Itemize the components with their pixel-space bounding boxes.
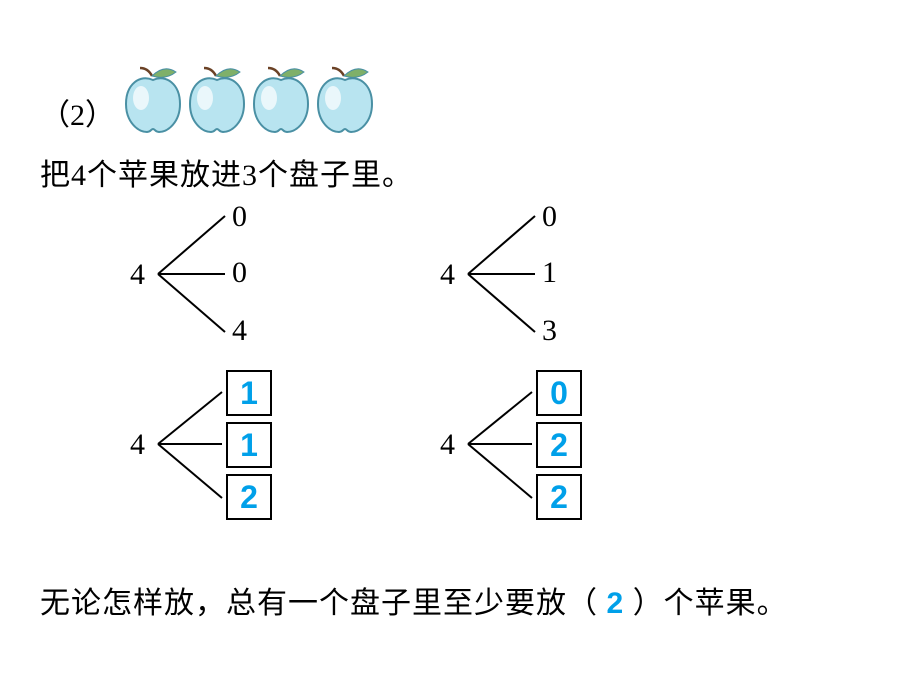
- apple: [250, 62, 312, 139]
- problem-number: （2）: [40, 90, 115, 134]
- branch-value: 4: [232, 314, 247, 348]
- conclusion-prefix: 无论怎样放，总有一个盘子里至少要放（: [40, 587, 598, 620]
- branch-lines: [440, 198, 640, 368]
- branch-value-box: 1: [226, 370, 272, 416]
- branch-value: 0: [542, 200, 557, 234]
- branch-diagram: 4022: [440, 368, 640, 528]
- branch-value-box: 0: [536, 370, 582, 416]
- apples-row: [122, 62, 376, 139]
- conclusion-answer: 2: [607, 587, 625, 620]
- branch-value-box: 2: [536, 474, 582, 520]
- branch-diagram: 4004: [130, 198, 330, 358]
- branch-value: 1: [542, 256, 557, 290]
- problem-text: 把4个苹果放进3个盘子里。: [40, 150, 413, 194]
- apple-icon: [186, 62, 248, 134]
- branch-value-box: 1: [226, 422, 272, 468]
- branch-diagram: 4013: [440, 198, 640, 358]
- branch-value: 0: [232, 256, 247, 290]
- branch-value: 0: [232, 200, 247, 234]
- conclusion-text: 无论怎样放，总有一个盘子里至少要放（ 2 ）个苹果。: [40, 578, 788, 622]
- apple: [314, 62, 376, 139]
- branch-value: 3: [542, 314, 557, 348]
- page-root: （2） 把4个苹果放进3个盘子里。 40044013 41124022 无论怎样…: [0, 0, 920, 690]
- branch-value-box: 2: [536, 422, 582, 468]
- branch-value-box: 2: [226, 474, 272, 520]
- conclusion-suffix: ）个苹果。: [633, 587, 788, 620]
- apple: [122, 62, 184, 139]
- diagrams-row-top: 40044013: [130, 198, 640, 358]
- diagrams-row-bottom: 41124022: [130, 368, 640, 528]
- apple: [186, 62, 248, 139]
- apple-icon: [122, 62, 184, 134]
- branch-lines: [130, 198, 330, 368]
- apple-icon: [250, 62, 312, 134]
- apple-icon: [314, 62, 376, 134]
- branch-diagram: 4112: [130, 368, 330, 528]
